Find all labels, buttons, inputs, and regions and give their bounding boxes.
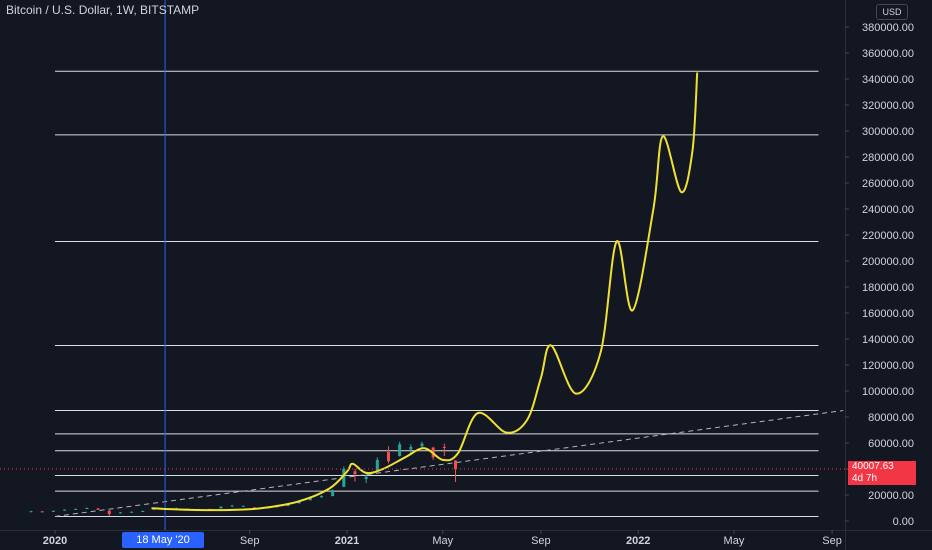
candle-body (442, 446, 446, 448)
candle-body (241, 505, 245, 507)
symbol-title: Bitcoin / U.S. Dollar, 1W, BITSTAMP (6, 3, 200, 17)
y-tick-label: 200000.00 (862, 256, 914, 268)
candle-body (219, 506, 223, 509)
y-tick-label: 100000.00 (862, 386, 914, 398)
candle-body (96, 508, 100, 510)
candle-body (51, 510, 55, 512)
candle-body (286, 504, 290, 507)
candle-body (85, 508, 89, 509)
horizontal-levels (55, 70, 819, 517)
y-tick-label: 380000.00 (862, 22, 914, 34)
x-tick-label: Sep (240, 535, 260, 547)
trend-line-layer (54, 410, 844, 517)
candle-body (130, 511, 134, 513)
y-tick-label: 240000.00 (862, 204, 914, 216)
bar-countdown-label: 4d 7h (852, 473, 878, 484)
x-tick-label: May (724, 535, 745, 547)
y-tick-label: 180000.00 (862, 282, 914, 294)
candle-body (230, 505, 234, 507)
y-tick-label: 160000.00 (862, 308, 914, 320)
candle-body (386, 452, 390, 462)
candle-body (107, 510, 111, 515)
x-tick-label: Sep (531, 535, 551, 547)
y-tick-label: 360000.00 (862, 48, 914, 60)
y-tick-label: 140000.00 (862, 334, 914, 346)
x-tick-label: 2022 (626, 535, 650, 547)
y-tick-label: 300000.00 (862, 126, 914, 138)
candle-body (342, 469, 346, 487)
candle-body (375, 459, 379, 471)
candle-body (331, 490, 335, 497)
price-axis[interactable]: 0.0020000.0040000.0060000.0080000.001000… (845, 22, 914, 528)
y-tick-label: 320000.00 (862, 100, 914, 112)
y-tick-label: 60000.00 (868, 438, 914, 450)
projection-line (151, 72, 699, 512)
x-tick-label: May (432, 535, 453, 547)
candle-body (141, 510, 145, 512)
candle-body (319, 496, 323, 498)
trend-line (54, 410, 844, 517)
candle-body (353, 471, 357, 475)
candle-body (29, 511, 33, 513)
current-price-badge: 40007.63 4d 7h (848, 461, 916, 485)
candle-body (63, 509, 67, 511)
time-axis[interactable]: 2020 Sep 2021 May Sep 2022 May Sep (43, 530, 842, 547)
y-tick-label: 220000.00 (862, 230, 914, 242)
candle-body (398, 444, 402, 456)
candle-body (409, 446, 413, 450)
x-tick-label: 2021 (335, 535, 359, 547)
y-tick-label: 280000.00 (862, 152, 914, 164)
y-tick-label: 20000.00 (868, 490, 914, 502)
candle-body (74, 508, 78, 510)
candle-body (454, 460, 458, 469)
x-tick-label: Sep (822, 535, 842, 547)
currency-button[interactable]: USD (876, 4, 908, 20)
candle-body (40, 511, 44, 513)
y-tick-label: 0.00 (893, 516, 914, 528)
x-tick-label: 2020 (43, 535, 67, 547)
plot-background (0, 0, 845, 530)
projection-series (151, 72, 699, 512)
candle-body (118, 512, 122, 514)
candle-body (364, 476, 368, 480)
y-tick-label: 80000.00 (868, 412, 914, 424)
y-tick-label: 120000.00 (862, 360, 914, 372)
current-price-label: 40007.63 (852, 461, 894, 472)
cursor-date-label: 18 May '20 (122, 532, 204, 548)
y-tick-label: 340000.00 (862, 74, 914, 86)
y-tick-label: 260000.00 (862, 178, 914, 190)
candle-body (420, 443, 424, 447)
